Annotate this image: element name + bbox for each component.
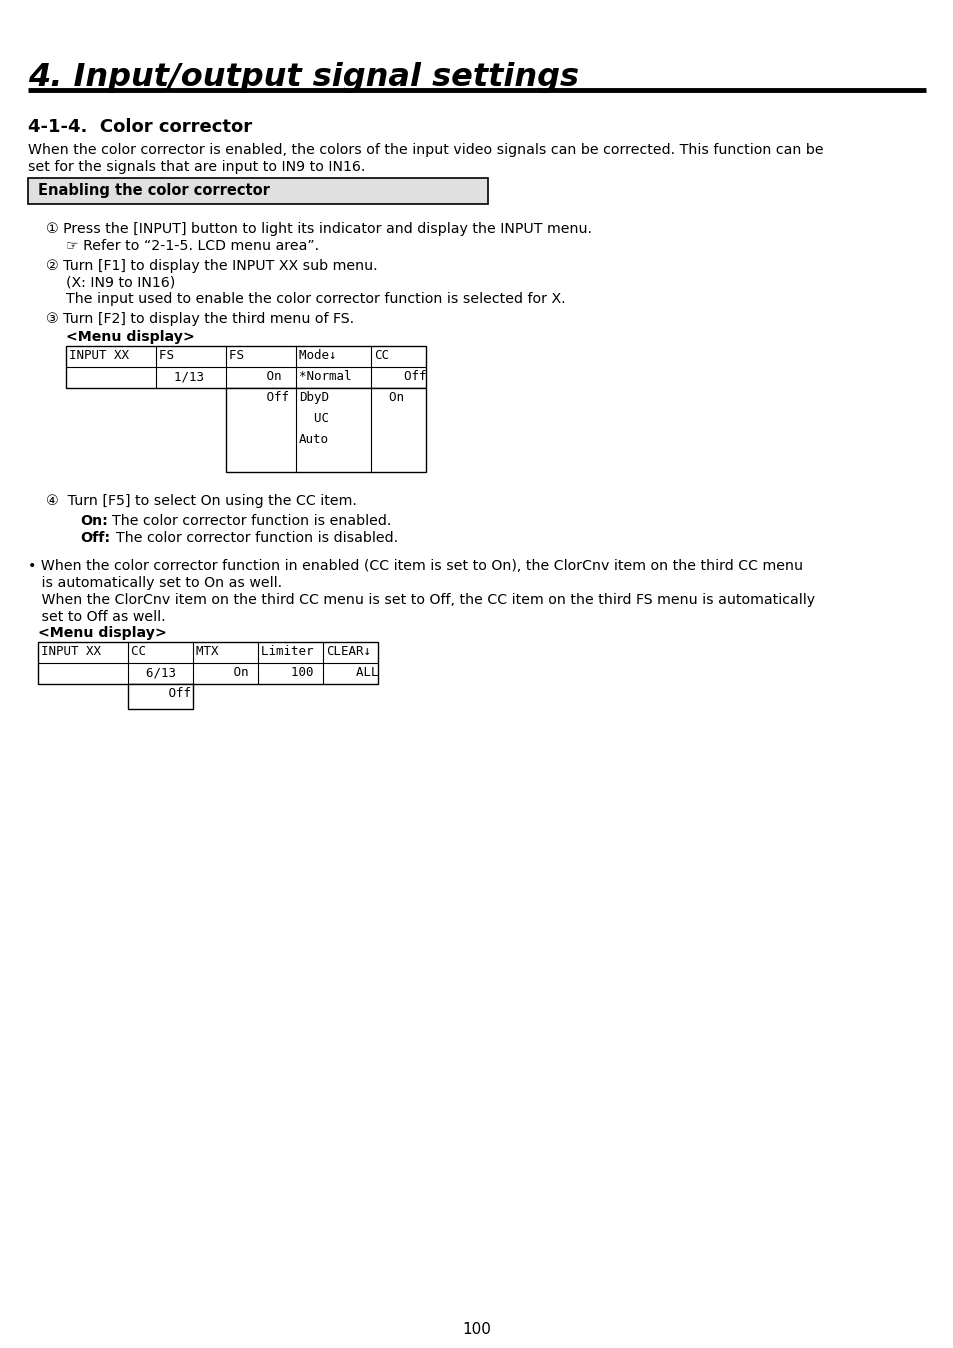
Text: MTX: MTX — [195, 644, 255, 658]
Text: The color corrector function is disabled.: The color corrector function is disabled… — [107, 531, 397, 545]
Text: (X: IN9 to IN16): (X: IN9 to IN16) — [66, 276, 175, 290]
Text: INPUT XX: INPUT XX — [41, 644, 101, 658]
Text: On: On — [195, 666, 255, 679]
Text: Auto: Auto — [298, 433, 329, 446]
Text: Off:: Off: — [80, 531, 110, 545]
Text: Off: Off — [374, 369, 426, 383]
Text: ② Turn [F1] to display the INPUT XX sub menu.: ② Turn [F1] to display the INPUT XX sub … — [46, 259, 377, 274]
Text: Mode↓: Mode↓ — [298, 349, 358, 363]
Bar — [128, 683, 193, 709]
Text: FS: FS — [159, 349, 219, 363]
Text: ① Press the [INPUT] button to light its indicator and display the INPUT menu.: ① Press the [INPUT] button to light its … — [46, 222, 592, 236]
Text: 100: 100 — [462, 1322, 491, 1337]
Text: On: On — [374, 391, 403, 404]
Text: 1/13: 1/13 — [159, 369, 219, 383]
Text: CC: CC — [374, 349, 389, 363]
Text: ④  Turn [F5] to select On using the CC item.: ④ Turn [F5] to select On using the CC it… — [46, 493, 356, 508]
Text: <Menu display>: <Menu display> — [66, 330, 194, 344]
Text: When the color corrector is enabled, the colors of the input video signals can b: When the color corrector is enabled, the… — [28, 143, 822, 156]
Text: DbyD: DbyD — [298, 391, 329, 404]
Text: The color corrector function is enabled.: The color corrector function is enabled. — [103, 514, 391, 528]
Text: set for the signals that are input to IN9 to IN16.: set for the signals that are input to IN… — [28, 160, 365, 174]
Text: 4. Input/output signal settings: 4. Input/output signal settings — [28, 62, 578, 93]
Bar — [28, 178, 488, 204]
Text: Limiter: Limiter — [261, 644, 320, 658]
Text: *Normal: *Normal — [298, 369, 358, 383]
Text: CC: CC — [131, 644, 191, 658]
Text: set to Off as well.: set to Off as well. — [28, 611, 166, 624]
Bar — [38, 642, 377, 683]
Text: UC: UC — [298, 412, 329, 425]
Text: Off: Off — [229, 391, 289, 404]
Text: CLEAR↓: CLEAR↓ — [326, 644, 371, 658]
Text: 100: 100 — [261, 666, 320, 679]
Text: Enabling the color corrector: Enabling the color corrector — [38, 183, 270, 198]
Bar — [66, 346, 426, 388]
Text: is automatically set to On as well.: is automatically set to On as well. — [28, 576, 282, 590]
Bar — [226, 388, 426, 472]
Text: ALL: ALL — [326, 666, 378, 679]
Text: • When the color corrector function in enabled (CC item is set to On), the ClorC: • When the color corrector function in e… — [28, 559, 802, 573]
Text: ☞ Refer to “2-1-5. LCD menu area”.: ☞ Refer to “2-1-5. LCD menu area”. — [66, 239, 319, 253]
Text: The input used to enable the color corrector function is selected for X.: The input used to enable the color corre… — [66, 293, 565, 306]
Text: INPUT XX: INPUT XX — [69, 349, 129, 363]
Text: FS: FS — [229, 349, 289, 363]
Text: 4-1-4.  Color corrector: 4-1-4. Color corrector — [28, 119, 252, 136]
Text: 6/13: 6/13 — [131, 666, 191, 679]
Text: On:: On: — [80, 514, 108, 528]
Text: Off: Off — [131, 687, 191, 700]
Text: On: On — [229, 369, 289, 383]
Text: ③ Turn [F2] to display the third menu of FS.: ③ Turn [F2] to display the third menu of… — [46, 311, 354, 326]
Text: When the ClorCnv item on the third CC menu is set to Off, the CC item on the thi: When the ClorCnv item on the third CC me… — [28, 593, 814, 607]
Text: <Menu display>: <Menu display> — [38, 625, 167, 640]
